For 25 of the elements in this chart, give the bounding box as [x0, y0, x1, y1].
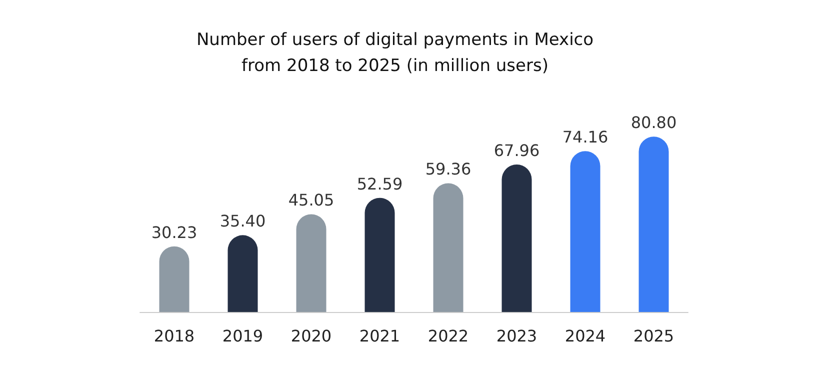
- x-tick-label: 2020: [290, 326, 332, 346]
- bar: [296, 214, 326, 312]
- bar: [159, 246, 190, 312]
- bar: [570, 151, 600, 312]
- x-tick-label: 2018: [154, 326, 195, 346]
- x-tick-label: 2019: [222, 326, 264, 346]
- x-tick-label: 2022: [428, 326, 469, 346]
- x-tick-label: 2021: [359, 326, 400, 346]
- data-label: 52.59: [356, 174, 403, 194]
- data-label: 35.40: [220, 212, 266, 231]
- x-tick-label: 2024: [564, 326, 606, 346]
- data-label: 30.23: [151, 222, 198, 242]
- bar: [638, 136, 669, 312]
- bar: [502, 164, 532, 312]
- data-label: 67.96: [494, 141, 540, 160]
- data-label: 80.80: [630, 113, 677, 132]
- data-label: 74.16: [562, 128, 608, 147]
- data-label: 59.36: [425, 160, 472, 179]
- bar: [228, 235, 258, 312]
- bar: [364, 198, 395, 312]
- data-label: 45.05: [288, 190, 334, 210]
- x-tick-label: 2023: [496, 326, 538, 346]
- chart-title: Number of users of digital payments in Mexico from 2018 to 2025 (in million users): [196, 30, 594, 76]
- bar: [433, 183, 464, 312]
- x-tick-label: 2025: [633, 326, 674, 346]
